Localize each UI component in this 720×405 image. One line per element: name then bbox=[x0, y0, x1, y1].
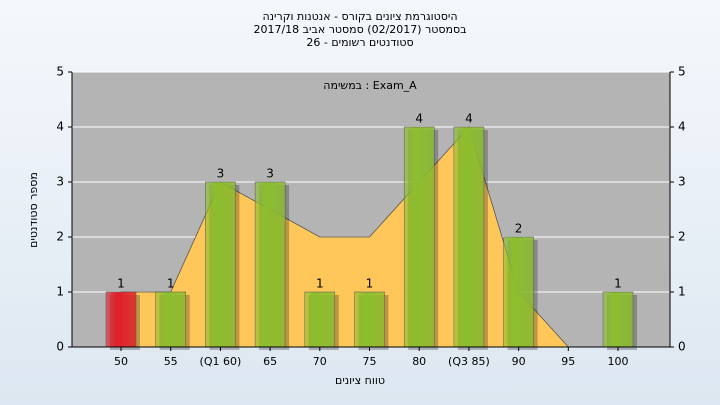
y-tick-label: 4 bbox=[56, 120, 64, 134]
x-tick-label: (Q1 60) bbox=[200, 355, 242, 368]
chart-subtitle: בסמסטר (02/2017) סמסטר אביב 2017/18 bbox=[253, 23, 466, 36]
y-tick-label: 0 bbox=[56, 340, 64, 354]
bar bbox=[155, 291, 186, 348]
x-tick-label: 50 bbox=[114, 355, 128, 368]
value-label: 4 bbox=[415, 112, 423, 126]
value-label: 1 bbox=[316, 277, 324, 291]
chart-subtitle: סטודנטים רשומים - 26 bbox=[306, 36, 413, 49]
x-tick-label: 75 bbox=[363, 355, 377, 368]
chart-title: היסטוגרמת ציונים בקורס - אנטנות וקרינה bbox=[262, 10, 457, 23]
y2-tick-label: 0 bbox=[678, 340, 686, 354]
x-axis-label: טווח ציונים bbox=[335, 374, 385, 387]
bar bbox=[602, 291, 634, 348]
x-tick-label: 70 bbox=[313, 355, 327, 368]
y2-tick-label: 4 bbox=[678, 120, 686, 134]
annotation: במשימה : Exam_A bbox=[323, 79, 417, 92]
bar bbox=[403, 126, 435, 348]
x-tick-label: 100 bbox=[608, 355, 629, 368]
y-tick-label: 3 bbox=[56, 175, 64, 189]
y2-tick-label: 5 bbox=[678, 65, 686, 79]
y2-tick-label: 2 bbox=[678, 230, 686, 244]
value-label: 1 bbox=[614, 277, 622, 291]
x-tick-label: 55 bbox=[164, 355, 178, 368]
value-label: 1 bbox=[366, 277, 374, 291]
bar bbox=[503, 236, 534, 348]
x-tick-label: 95 bbox=[561, 355, 575, 368]
x-tick-label: 65 bbox=[263, 355, 277, 368]
y-tick-label: 1 bbox=[56, 285, 64, 299]
y-tick-label: 2 bbox=[56, 230, 64, 244]
y-tick-label: 5 bbox=[56, 65, 64, 79]
bar bbox=[254, 181, 286, 348]
value-label: 2 bbox=[515, 222, 523, 236]
y2-tick-label: 1 bbox=[678, 285, 686, 299]
bar bbox=[354, 291, 385, 348]
y2-tick-label: 3 bbox=[678, 175, 686, 189]
x-tick-label: (Q3 85) bbox=[448, 355, 490, 368]
x-tick-label: 90 bbox=[512, 355, 526, 368]
bar bbox=[105, 291, 137, 348]
value-label: 3 bbox=[266, 167, 274, 181]
value-label: 1 bbox=[117, 277, 125, 291]
x-tick-label: 80 bbox=[412, 355, 426, 368]
value-label: 1 bbox=[167, 277, 175, 291]
value-label: 4 bbox=[465, 112, 473, 126]
bar bbox=[453, 126, 485, 348]
bar bbox=[205, 181, 236, 348]
y-axis-label: מספר סטודנטים bbox=[27, 172, 40, 248]
bar bbox=[304, 291, 336, 348]
value-label: 3 bbox=[217, 167, 225, 181]
